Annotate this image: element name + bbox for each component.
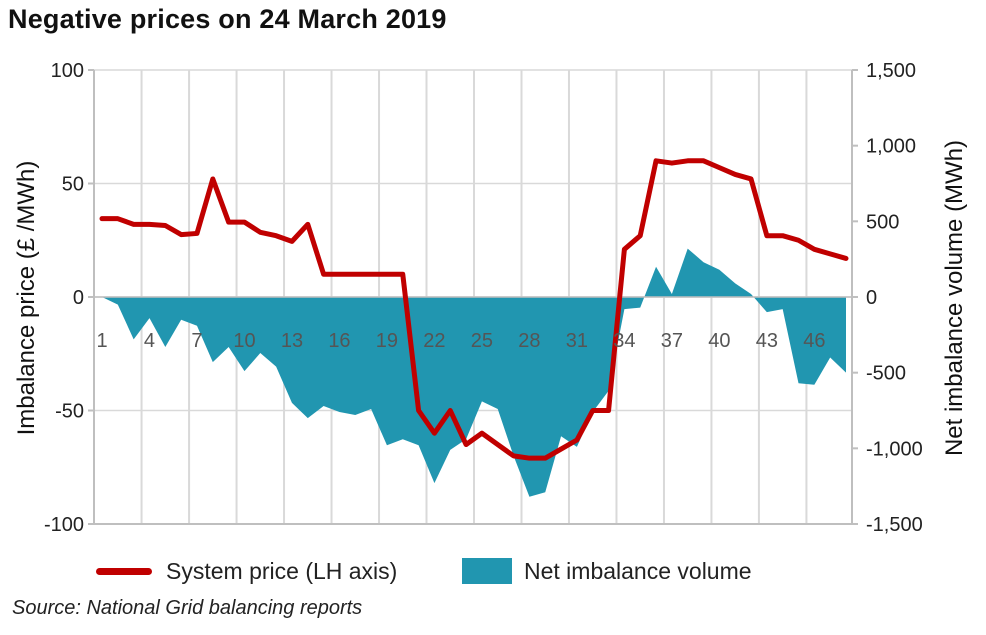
right-tick-label: -500 <box>866 363 906 385</box>
x-tick-label: 40 <box>708 330 730 352</box>
x-tick-label: 46 <box>803 330 825 352</box>
left-tick-label: 0 <box>73 287 84 309</box>
system-price-line-layer <box>99 158 849 461</box>
x-tick-label: 7 <box>191 330 202 352</box>
x-tick-label: 19 <box>376 330 398 352</box>
left-tick-label: 100 <box>51 60 84 82</box>
right-axis-title: Net imbalance volume (MWh) <box>941 140 968 456</box>
right-tick-label: 1,000 <box>866 136 916 158</box>
legend-area-swatch <box>462 558 512 584</box>
left-axis-title: Imbalance price (£ /MWh) <box>13 161 40 436</box>
left-tick-label: 50 <box>62 174 84 196</box>
x-tick-label: 37 <box>661 330 683 352</box>
right-axis-ticks: 1,500 1,000 500 0 -500 -1,000 -1,500 <box>852 60 923 536</box>
right-tick-label: -1,500 <box>866 514 923 536</box>
x-tick-label: 10 <box>233 330 255 352</box>
x-tick-label: 43 <box>756 330 778 352</box>
left-tick-label: -100 <box>44 514 84 536</box>
system-price-line <box>99 158 849 461</box>
right-tick-label: 0 <box>866 287 877 309</box>
left-axis-ticks: 100 50 0 -50 -100 <box>44 60 94 536</box>
source-note: Source: National Grid balancing reports <box>12 597 363 619</box>
x-tick-label: 1 <box>96 330 107 352</box>
left-tick-label: -50 <box>55 401 84 423</box>
right-tick-label: 1,500 <box>866 60 916 82</box>
legend-item-system-price: System price (LH axis) <box>96 555 397 587</box>
x-tick-label: 4 <box>144 330 155 352</box>
x-tick-label: 22 <box>423 330 445 352</box>
x-tick-label: 16 <box>328 330 350 352</box>
x-tick-label: 28 <box>518 330 540 352</box>
x-tick-label: 31 <box>566 330 588 352</box>
x-tick-label: 13 <box>281 330 303 352</box>
legend-line-swatch <box>96 567 152 575</box>
legend-label-system-price: System price (LH axis) <box>166 557 398 584</box>
net-imbalance-area-layer <box>102 248 846 497</box>
x-axis-ticks: 1 4 7 10 13 16 19 22 25 28 31 34 37 40 43 46 <box>96 330 825 352</box>
x-tick-label: 34 <box>613 330 635 352</box>
right-tick-label: 500 <box>866 211 899 233</box>
page-title: Negative prices on 24 March 2019 <box>8 4 447 34</box>
legend-item-net-imbalance: Net imbalance volume <box>462 555 752 587</box>
x-tick-label: 25 <box>471 330 493 352</box>
legend-label-net-imbalance: Net imbalance volume <box>524 557 752 584</box>
net-imbalance-area <box>102 248 846 497</box>
right-tick-label: -1,000 <box>866 438 923 460</box>
